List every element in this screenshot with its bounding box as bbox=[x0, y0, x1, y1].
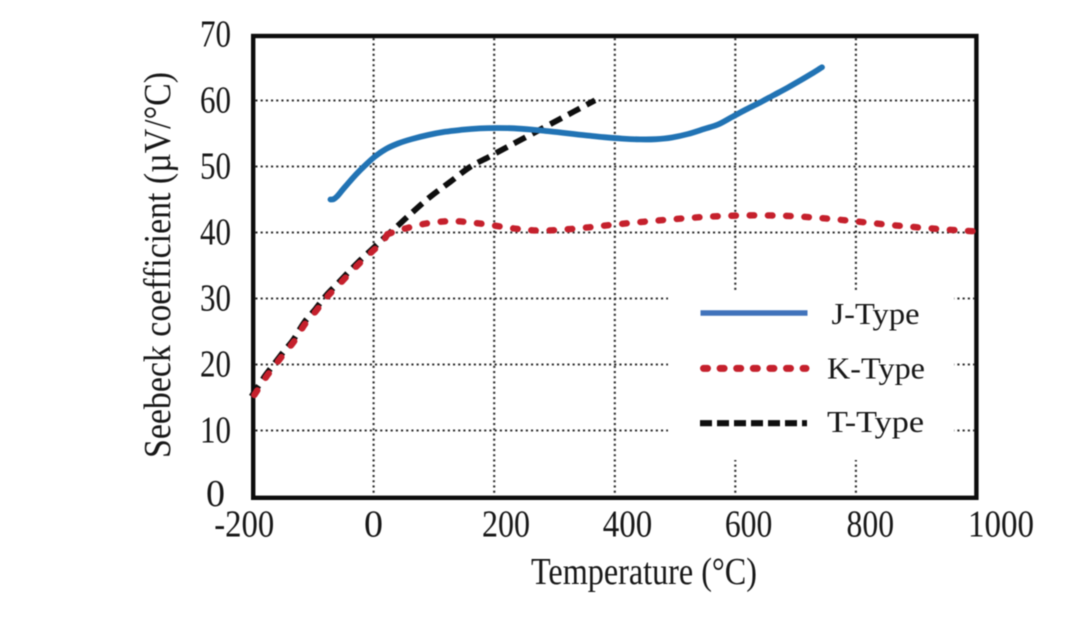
svg-text:20: 20 bbox=[200, 344, 231, 386]
svg-text:0: 0 bbox=[364, 504, 383, 546]
svg-text:60: 60 bbox=[200, 80, 231, 122]
svg-text:70: 70 bbox=[200, 14, 231, 56]
svg-text:40: 40 bbox=[200, 212, 231, 254]
svg-text:600: 600 bbox=[725, 504, 773, 546]
svg-text:0: 0 bbox=[206, 473, 225, 515]
svg-text:50: 50 bbox=[200, 146, 231, 188]
svg-text:1000: 1000 bbox=[968, 504, 1034, 546]
svg-text:400: 400 bbox=[603, 504, 653, 546]
svg-text:10: 10 bbox=[200, 410, 231, 452]
svg-text:800: 800 bbox=[847, 504, 895, 546]
svg-text:30: 30 bbox=[200, 278, 231, 320]
svg-text:K-Type: K-Type bbox=[827, 351, 925, 386]
svg-text:-200: -200 bbox=[214, 504, 274, 546]
svg-text:J-Type: J-Type bbox=[832, 296, 920, 331]
svg-text:200: 200 bbox=[482, 504, 530, 546]
svg-text:Seebeck coefficient (µV/°C): Seebeck coefficient (µV/°C) bbox=[137, 72, 179, 458]
svg-text:T-Type: T-Type bbox=[827, 404, 924, 439]
svg-text:Temperature (°C): Temperature (°C) bbox=[531, 551, 757, 593]
